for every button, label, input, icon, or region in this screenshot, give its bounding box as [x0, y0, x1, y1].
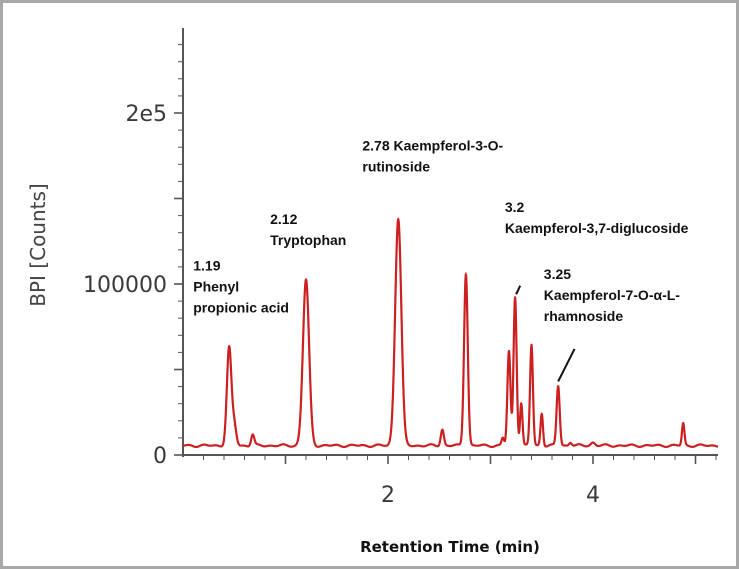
peak-point: [397, 217, 399, 219]
peak-point: [541, 412, 543, 414]
annotation-line: Tryptophan: [270, 232, 346, 248]
peak-point: [530, 344, 533, 346]
peak-point: [502, 437, 504, 439]
peak-point: [569, 441, 572, 443]
peak-point: [441, 428, 443, 430]
annotation-line: 3.2: [505, 199, 525, 215]
annotation-pointer: [515, 285, 522, 295]
axes: [174, 28, 718, 464]
annotation-line: Phenyl: [193, 278, 239, 294]
tick-labels: 0 100000 2e5 2 4: [83, 102, 600, 508]
peak-point: [557, 385, 559, 387]
peak-annotation: 3.2 Kaempferol-3,7-diglucoside: [505, 199, 689, 236]
x-axis-label: Retention Time (min): [360, 538, 540, 556]
peak-point: [508, 350, 510, 353]
annotation-line: Kaempferol-7-O-α-L-: [544, 287, 681, 303]
y-tick-label: 100000: [83, 273, 167, 298]
peak-point: [592, 441, 594, 444]
x-tick-label: 4: [586, 483, 600, 508]
annotation-line: 1.19: [193, 257, 220, 273]
annotation-line: Kaempferol-3,7-diglucoside: [505, 220, 689, 236]
peak-annotation: 3.25 Kaempferol-7-O-α-L-rhamnoside: [544, 266, 681, 324]
peak-point: [228, 347, 230, 349]
peak-point: [520, 402, 522, 404]
series-layer: [182, 217, 719, 449]
annotation-line: 3.25: [544, 266, 571, 282]
annotation-pointer: [557, 348, 576, 382]
y-tick-label: 2e5: [125, 102, 167, 127]
peak-annotation: 2.12 Tryptophan: [270, 211, 346, 248]
peak-point: [305, 279, 307, 281]
x-tick-label: 2: [381, 483, 395, 508]
annotation-line: 2.78 Kaempferol-3-O-: [362, 138, 503, 154]
y-axis-label: BPI [Counts]: [26, 183, 50, 306]
annotation-line: rhamnoside: [544, 308, 624, 324]
bpi-trace: [182, 218, 719, 449]
y-tick-label: 0: [153, 444, 167, 469]
peak-point: [682, 422, 684, 424]
annotation-line: propionic acid: [193, 299, 289, 315]
peak-annotation: 1.19 Phenyl propionic acid: [193, 257, 289, 315]
peak-point: [465, 272, 467, 274]
peak-point: [252, 433, 254, 436]
peak-point: [233, 424, 235, 426]
peak-annotation: 2.78 Kaempferol-3-O-rutinoside: [362, 138, 503, 175]
peak-point: [514, 296, 516, 298]
annotation-line: 2.12: [270, 211, 297, 227]
annotation-line: rutinoside: [362, 159, 430, 175]
